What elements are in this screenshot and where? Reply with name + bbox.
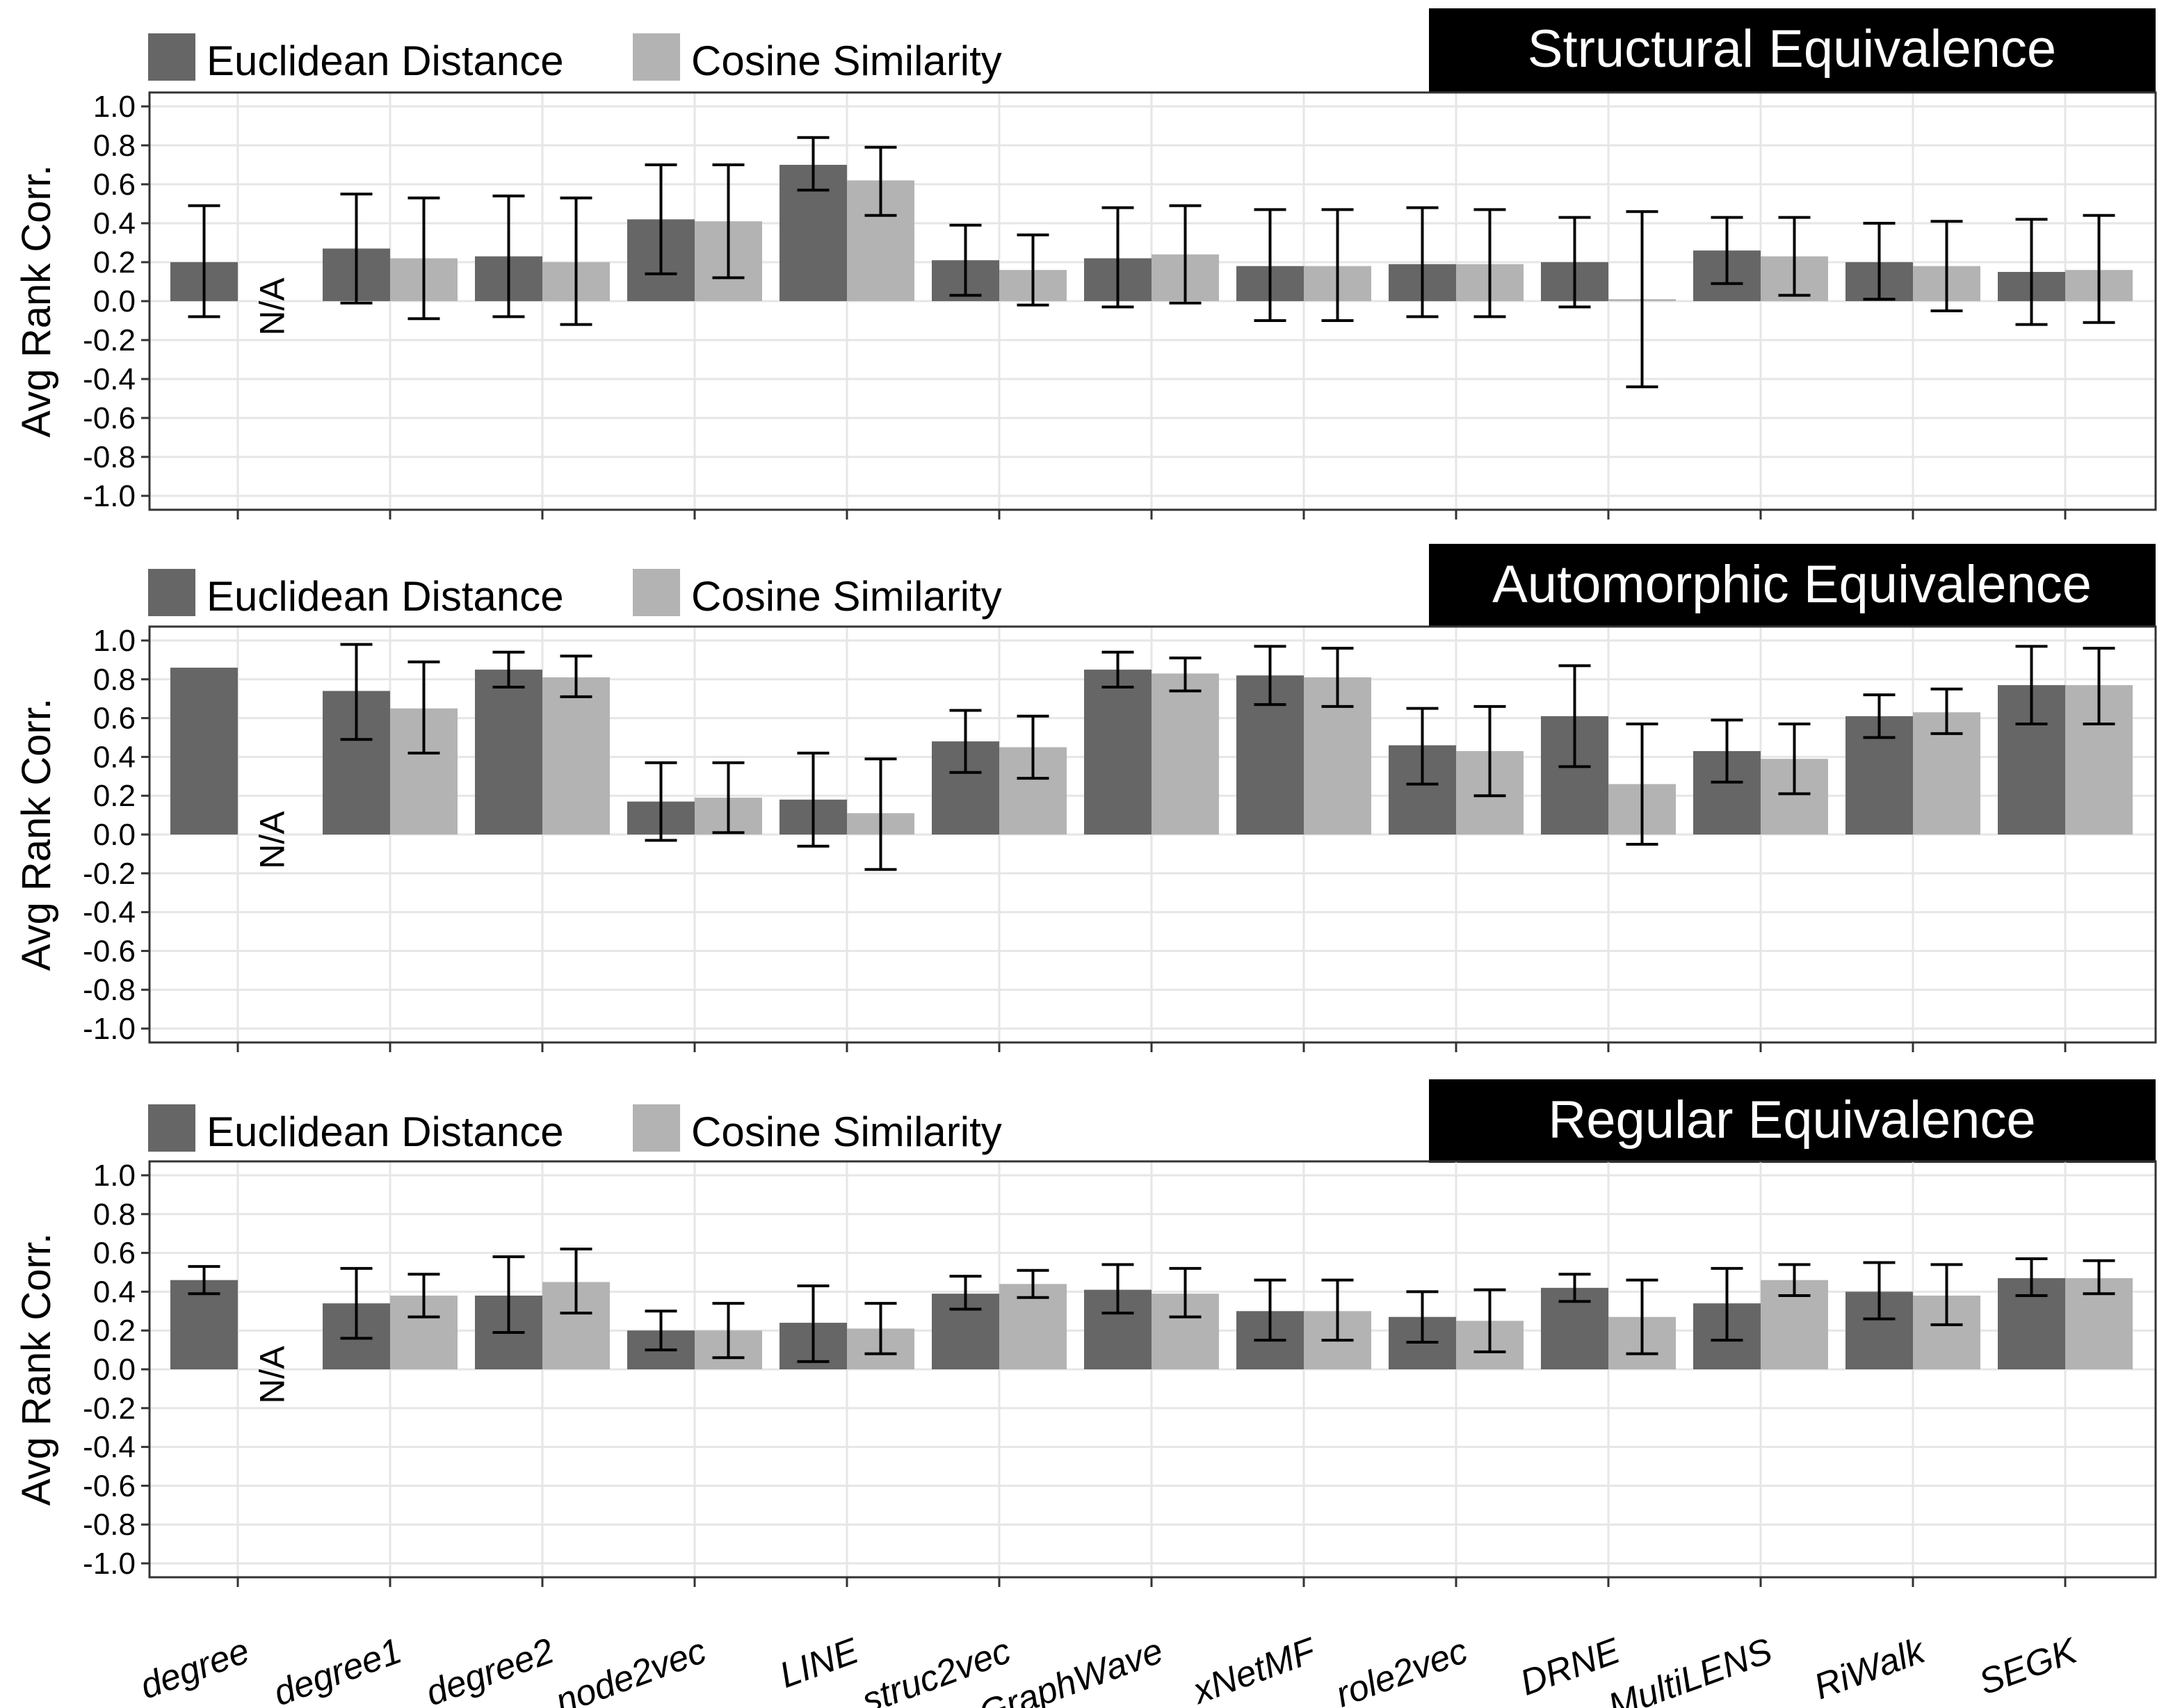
y-axis-label: Avg Rank Corr.	[14, 698, 59, 971]
y-tick-label: -0.6	[83, 401, 136, 435]
y-tick-label: 1.0	[93, 624, 136, 658]
x-tick-label-node2vec: node2vec	[550, 1631, 711, 1708]
y-tick-label: 0.8	[93, 1198, 136, 1232]
panel-title: Regular Equivalence	[1548, 1090, 2035, 1150]
na-annotation: N/A	[253, 1346, 292, 1404]
y-tick-label: -0.4	[83, 896, 136, 930]
bar-cosine-degree2	[542, 677, 610, 835]
legend-euclidean-label: Euclidean Distance	[207, 38, 564, 84]
legend-cosine-label: Cosine Similarity	[691, 1109, 1002, 1155]
legend-euclidean-label: Euclidean Distance	[207, 573, 564, 620]
legend-cosine-swatch	[633, 33, 680, 81]
x-tick-label-RiWalk: RiWalk	[1809, 1630, 1932, 1708]
y-tick-label: 0.6	[93, 1236, 136, 1271]
panel-title-box	[1429, 8, 2156, 92]
y-axis-label: Avg Rank Corr.	[14, 1233, 59, 1506]
x-tick-label-degree2: degree2	[421, 1631, 559, 1708]
y-tick-label: -0.4	[83, 1431, 136, 1465]
y-tick-label: 0.2	[93, 779, 136, 813]
y-tick-label: -0.8	[83, 440, 136, 474]
y-tick-label: -1.0	[83, 1012, 136, 1046]
legend-cosine-label: Cosine Similarity	[691, 38, 1002, 84]
y-tick-label: -0.6	[83, 934, 136, 968]
panel-title: Automorphic Equivalence	[1492, 555, 2092, 614]
y-tick-label: -0.2	[83, 1392, 136, 1426]
panel-title: Structural Equivalence	[1528, 19, 2056, 79]
y-tick-label: -0.6	[83, 1469, 136, 1503]
legend-euclidean-label: Euclidean Distance	[207, 1109, 564, 1155]
y-tick-label: 0.0	[93, 1353, 136, 1387]
y-axis-label: Avg Rank Corr.	[14, 165, 59, 437]
legend-cosine-swatch	[633, 1104, 680, 1152]
x-tick-label-LINE: LINE	[775, 1630, 865, 1695]
y-tick-label: 1.0	[93, 1159, 136, 1193]
y-tick-label: -0.8	[83, 1508, 136, 1542]
panel-3: Regular Equivalence Euclidean Distance Cos…	[14, 1079, 2157, 1708]
legend-cosine-swatch	[633, 569, 680, 616]
y-tick-label: 0.4	[93, 207, 136, 241]
x-tick-label-degree1: degree1	[268, 1631, 407, 1708]
bar-euclidean-degree	[170, 668, 238, 835]
y-tick-label: 0.2	[93, 1314, 136, 1348]
y-tick-label: 0.4	[93, 1275, 136, 1309]
y-tick-label: 0.0	[93, 818, 136, 852]
x-tick-label-xNetMF: xNetMF	[1186, 1630, 1323, 1708]
y-tick-label: 1.0	[93, 90, 136, 124]
panel-title-box	[1429, 544, 2156, 627]
legend-euclidean-swatch	[148, 569, 195, 616]
y-tick-label: 0.4	[93, 740, 136, 774]
y-tick-label: -0.2	[83, 323, 136, 357]
y-tick-label: 0.8	[93, 129, 136, 163]
bar-euclidean-GraphWave	[1084, 669, 1152, 835]
legend-euclidean-swatch	[148, 33, 195, 81]
y-tick-label: 0.6	[93, 168, 136, 202]
legend-cosine-label: Cosine Similarity	[691, 573, 1002, 620]
bar-euclidean-degree2	[475, 669, 542, 835]
y-tick-label: 0.0	[93, 284, 136, 319]
y-tick-label: -1.0	[83, 1547, 136, 1581]
panel-1: Structural Equivalence Euclidean Distance…	[14, 8, 2157, 519]
y-tick-label: 0.6	[93, 702, 136, 736]
y-tick-label: 0.2	[93, 245, 136, 280]
x-tick-label-SEGK: SEGK	[1973, 1630, 2083, 1703]
legend-euclidean-swatch	[148, 1104, 195, 1152]
na-annotation: N/A	[253, 811, 292, 869]
y-tick-label: -0.4	[83, 362, 136, 396]
na-annotation: N/A	[253, 277, 292, 336]
x-tick-label-role2vec: role2vec	[1331, 1631, 1473, 1708]
panel-title-box	[1429, 1079, 2156, 1163]
y-tick-label: -0.8	[83, 973, 136, 1007]
bar-cosine-GraphWave	[1152, 673, 1219, 835]
x-tick-label-degree: degree	[135, 1631, 255, 1707]
y-tick-label: 0.8	[93, 663, 136, 697]
x-tick-label-MultiLENS: MultiLENS	[1603, 1631, 1777, 1708]
y-tick-label: -0.2	[83, 857, 136, 891]
panel-2: Automorphic Equivalence Euclidean Distanc…	[14, 544, 2157, 1052]
y-tick-label: -1.0	[83, 479, 136, 513]
